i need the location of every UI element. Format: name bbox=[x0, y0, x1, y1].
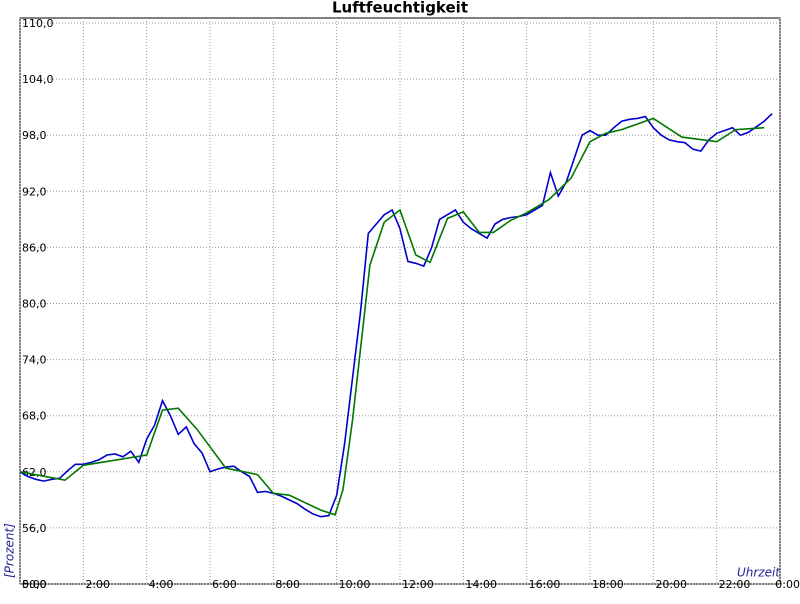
x-tick-label: 14:00 bbox=[465, 578, 497, 591]
x-tick-label: 0:00 bbox=[22, 578, 47, 591]
chart-title: Luftfeuchtigkeit bbox=[332, 0, 468, 17]
data-line bbox=[19, 117, 765, 516]
x-tick-label: 22:00 bbox=[719, 578, 751, 591]
y-tick-label: 68,0 bbox=[22, 410, 47, 423]
x-tick-label: 4:00 bbox=[149, 578, 174, 591]
x-tick-label: 10:00 bbox=[339, 578, 371, 591]
x-tick-label: 0:00 bbox=[775, 578, 800, 591]
y-tick-label: 56,0 bbox=[22, 522, 47, 535]
y-axis-label: [Prozent] bbox=[3, 523, 17, 578]
x-tick-label: 16:00 bbox=[529, 578, 561, 591]
x-tick-label: 8:00 bbox=[275, 578, 300, 591]
x-tick-label: 12:00 bbox=[402, 578, 434, 591]
x-tick-label: 2:00 bbox=[85, 578, 110, 591]
x-tick-label: 6:00 bbox=[212, 578, 237, 591]
y-tick-label: 80,0 bbox=[22, 298, 47, 311]
x-tick-label: 18:00 bbox=[592, 578, 624, 591]
data-line bbox=[19, 113, 773, 518]
y-tick-label: 98,0 bbox=[22, 129, 47, 142]
y-tick-label: 92,0 bbox=[22, 185, 47, 198]
y-tick-label: 86,0 bbox=[22, 241, 47, 254]
y-tick-label: 110,0 bbox=[22, 17, 54, 30]
y-tick-label: 74,0 bbox=[22, 354, 47, 367]
x-tick-label: 20:00 bbox=[655, 578, 687, 591]
x-axis-label: Uhrzeit bbox=[737, 566, 781, 580]
y-tick-label: 104,0 bbox=[22, 73, 54, 86]
y-tick-label: 50,0 bbox=[22, 578, 47, 591]
